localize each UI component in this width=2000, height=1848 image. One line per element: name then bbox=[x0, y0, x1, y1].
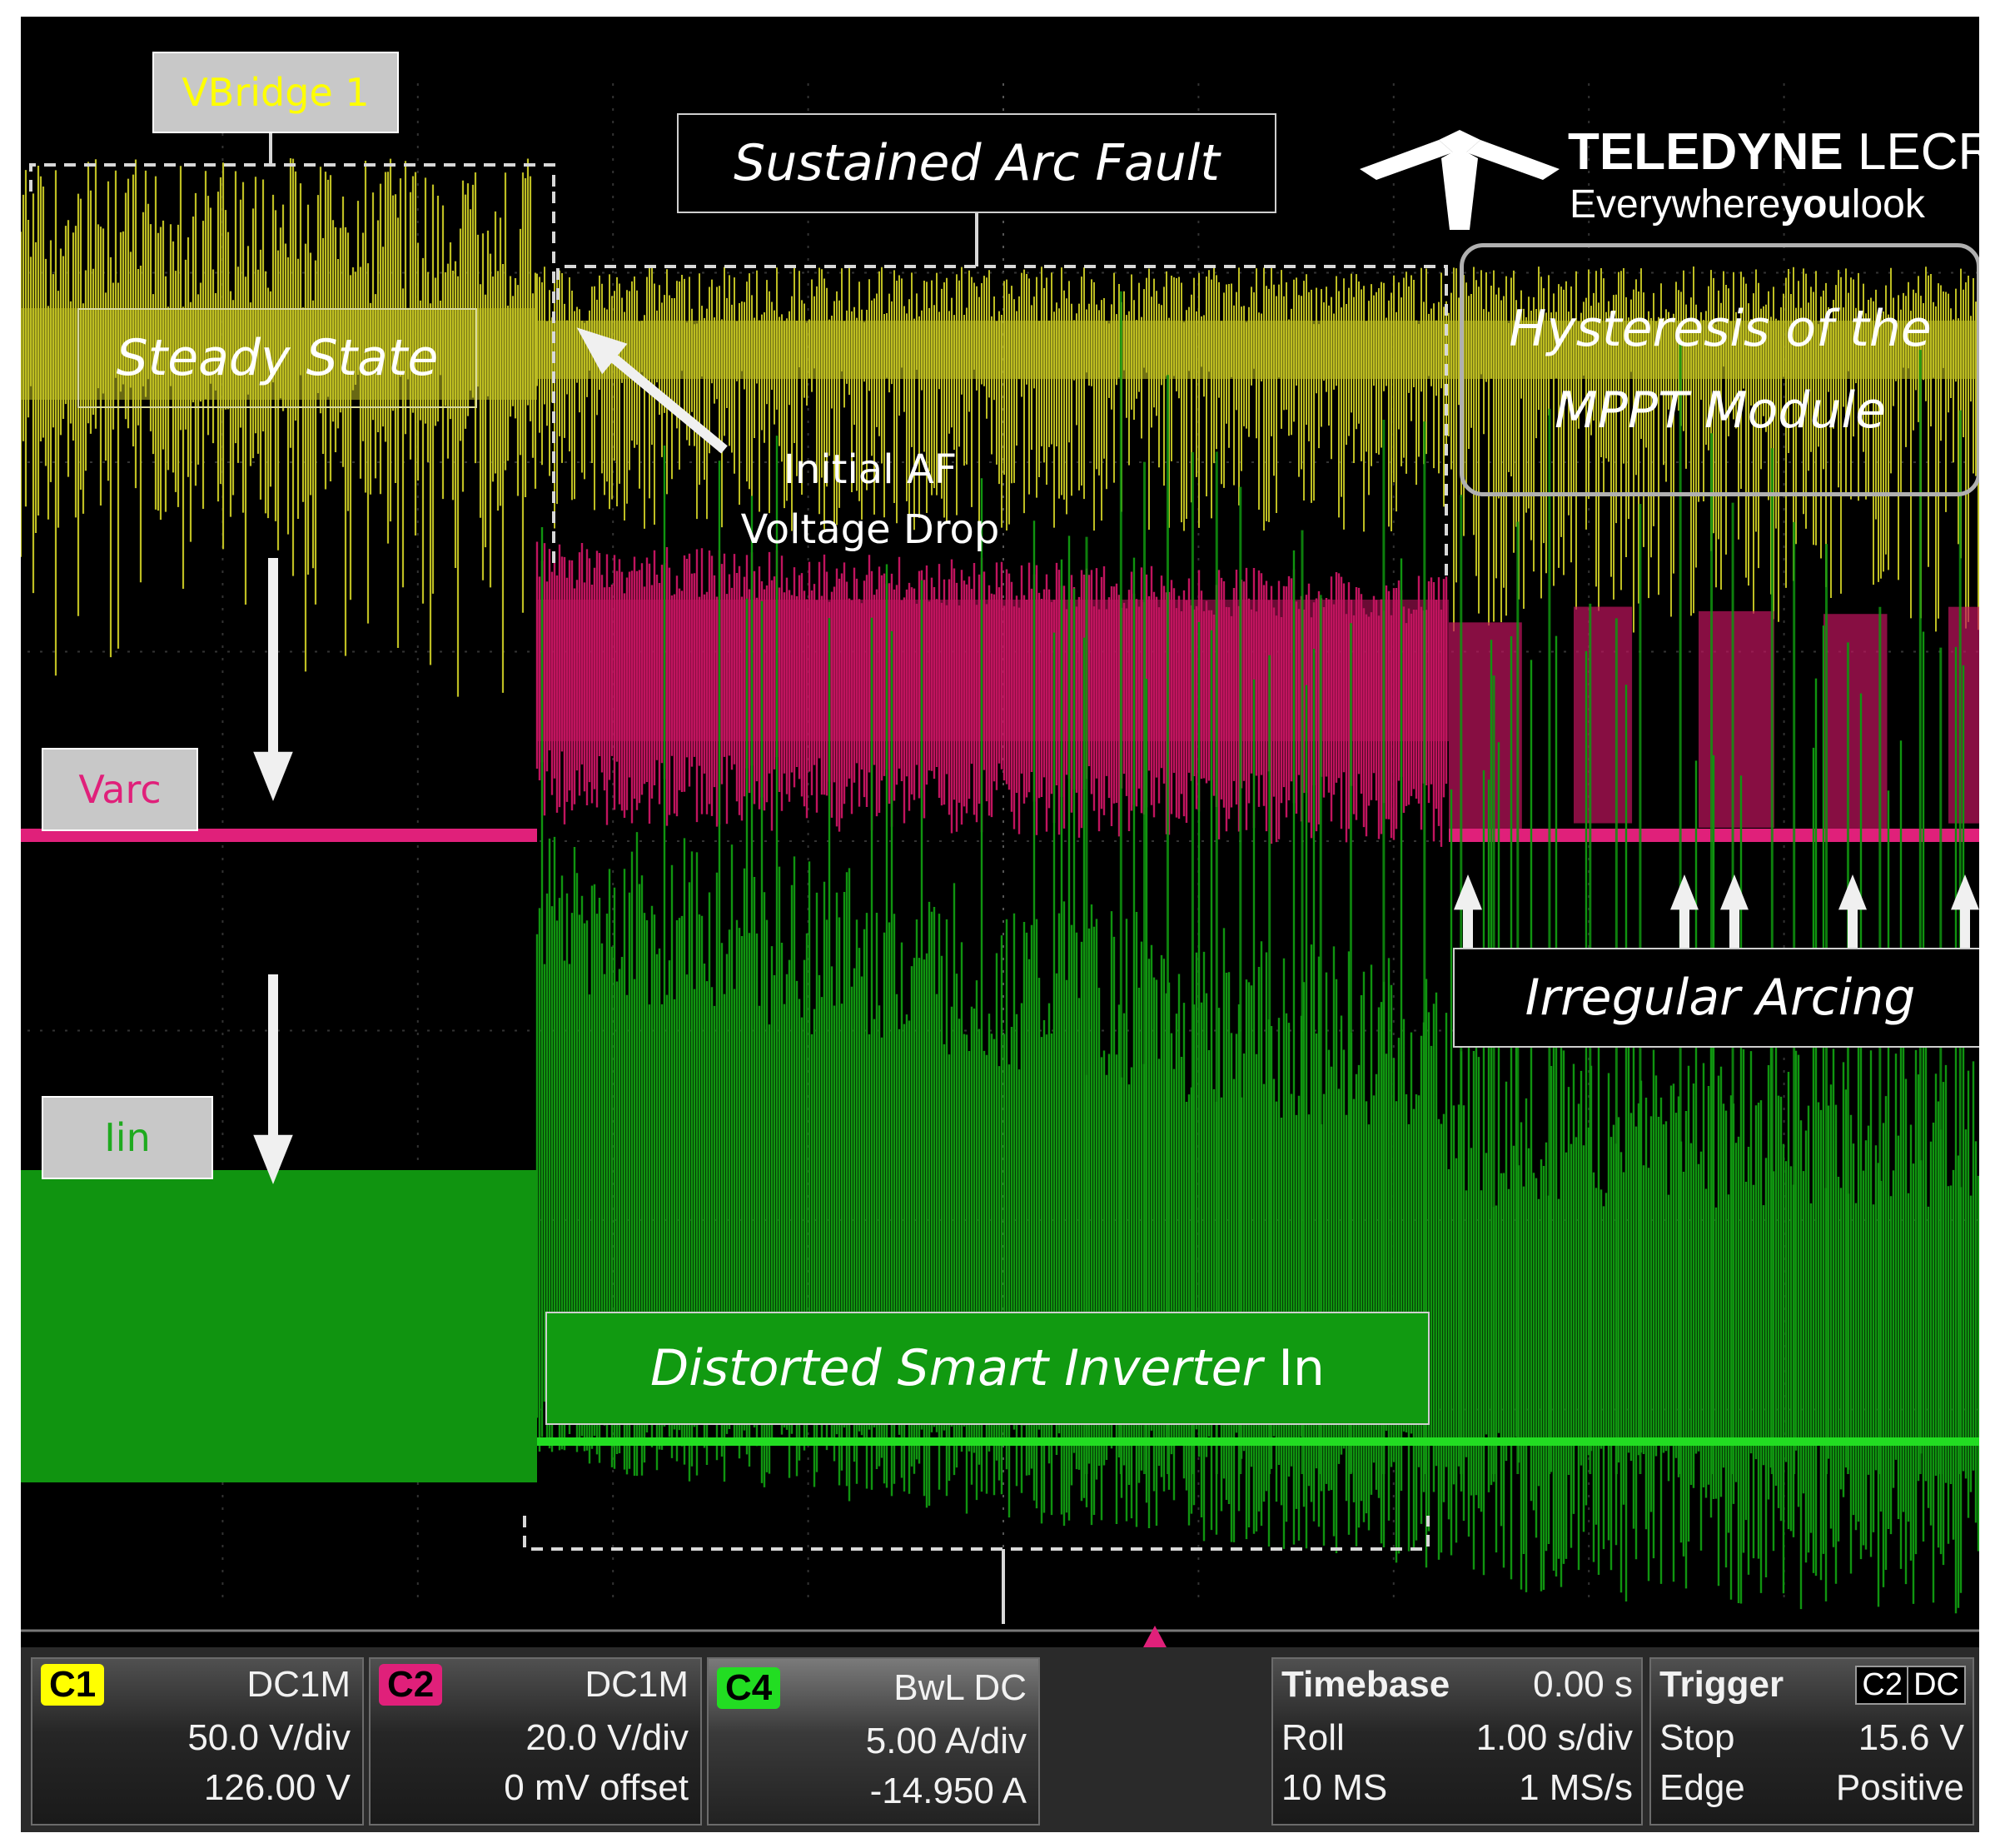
irregular-arcing-arrow-head bbox=[1670, 874, 1699, 910]
timebase-per-div: 1.00 s/div bbox=[1475, 1717, 1633, 1758]
trigger-descriptor[interactable]: Trigger C2 DC Stop 15.6 V Edge Positive bbox=[1649, 1657, 1974, 1826]
timebase-title: Timebase bbox=[1281, 1664, 1450, 1705]
vbridge-band-arc bbox=[537, 321, 1979, 379]
timebase-rate: 1 MS/s bbox=[1519, 1767, 1633, 1808]
irregular-arcing-arrow-head bbox=[1838, 874, 1867, 910]
irregular-arcing-arrow-head bbox=[1454, 874, 1482, 910]
c2-offset: 0 mV offset bbox=[504, 1767, 689, 1808]
distorted-italic-text: Distorted Smart Inverter bbox=[650, 1339, 1263, 1397]
vbridge-band-steady bbox=[21, 308, 537, 400]
varc-band-arc bbox=[537, 600, 1449, 741]
varc-channel-label: Varc bbox=[42, 748, 198, 831]
varc-down-arrow-head bbox=[253, 751, 293, 801]
channel-c2-descriptor[interactable]: C2 DC1M 20.0 V/div 0 mV offset bbox=[369, 1657, 702, 1826]
tagline-end: look bbox=[1851, 182, 1925, 227]
c4-badge: C4 bbox=[717, 1667, 781, 1709]
channel-c1-descriptor[interactable]: C1 DC1M 50.0 V/div 126.00 V bbox=[31, 1657, 364, 1826]
initial-af-line-2: Voltage Drop bbox=[740, 506, 1000, 553]
iin-down-arrow-head bbox=[253, 1134, 293, 1184]
initial-drop-arrow-shaft bbox=[600, 346, 728, 454]
iin-trace-steady bbox=[21, 1170, 537, 1482]
teledyne-lecroy-logo: TELEDYNE LECROY Everywhereyoulook bbox=[1360, 123, 1979, 248]
varc-irregular-burst bbox=[1823, 614, 1888, 831]
varc-trace-baseline bbox=[21, 829, 537, 842]
initial-af-line-1: Initial AF bbox=[783, 446, 958, 493]
brand-name: TELEDYNE LECROY bbox=[1568, 127, 1979, 178]
hysteresis-line-2: MPPT Module bbox=[1554, 381, 1887, 440]
c2-coupling: DC1M bbox=[585, 1664, 689, 1705]
trigger-title: Trigger bbox=[1659, 1664, 1784, 1705]
trigger-level: 15.6 V bbox=[1858, 1717, 1964, 1758]
control-panel: C1 DC1M 50.0 V/div 126.00 V C2 DC1M 20.0… bbox=[21, 1647, 1979, 1832]
iin-baseline-arc bbox=[537, 1437, 1979, 1446]
waveform-area bbox=[21, 83, 1979, 1647]
brand-name-light: LECROY bbox=[1857, 123, 1979, 181]
c4-offset: -14.950 A bbox=[869, 1771, 1027, 1811]
irregular-arcing-label: Irregular Arcing bbox=[1453, 948, 1979, 1048]
brand-name-bold: TELEDYNE bbox=[1568, 123, 1843, 181]
trigger-type: Edge bbox=[1659, 1767, 1745, 1808]
sustained-arc-bracket bbox=[556, 265, 1448, 583]
distorted-inverter-label: Distorted Smart Inverter In bbox=[545, 1312, 1430, 1425]
timebase-mode: Roll bbox=[1281, 1717, 1345, 1758]
vbridge-channel-label: VBridge 1 bbox=[152, 52, 399, 133]
brand-tagline: Everywhereyoulook bbox=[1570, 183, 1925, 227]
channel-c4-descriptor[interactable]: C4 BwL DC 5.00 A/div -14.950 A bbox=[707, 1657, 1040, 1826]
sustained-arc-fault-label: Sustained Arc Fault bbox=[677, 113, 1276, 213]
teledyne-emblem-icon bbox=[1360, 130, 1560, 230]
initial-drop-arrow-head bbox=[576, 327, 628, 375]
distorted-plain-text: In bbox=[1262, 1339, 1325, 1397]
c1-scale: 50.0 V/div bbox=[187, 1717, 351, 1758]
varc-irregular-burst bbox=[1699, 610, 1774, 828]
initial-af-voltage-drop-label: Initial AF Voltage Drop bbox=[729, 437, 1012, 562]
tagline-plain: Everywhere bbox=[1570, 182, 1781, 227]
trigger-slope: Positive bbox=[1835, 1767, 1964, 1808]
irregular-arcing-arrow-head bbox=[1720, 874, 1749, 910]
hysteresis-label: Hysteresis of the MPPT Module bbox=[1460, 243, 1979, 496]
c1-offset: 126.00 V bbox=[203, 1767, 351, 1808]
c4-scale: 5.00 A/div bbox=[865, 1721, 1027, 1761]
c4-coupling: BwL DC bbox=[893, 1667, 1027, 1708]
c1-badge: C1 bbox=[41, 1664, 105, 1706]
oscilloscope-display: VBridge 1 Varc Iin Steady State Sustaine… bbox=[21, 17, 1979, 1832]
iin-channel-label: Iin bbox=[42, 1096, 213, 1179]
trigger-position-marker bbox=[1143, 1626, 1167, 1647]
trigger-state: Stop bbox=[1659, 1717, 1735, 1758]
trigger-source: C2 bbox=[1855, 1666, 1909, 1705]
distorted-bracket bbox=[523, 1516, 1430, 1551]
varc-irregular-burst bbox=[1574, 606, 1633, 824]
steady-state-label: Steady State bbox=[77, 308, 477, 408]
trigger-coupling: DC bbox=[1907, 1666, 1966, 1705]
c2-scale: 20.0 V/div bbox=[525, 1717, 689, 1758]
c1-coupling: DC1M bbox=[246, 1664, 351, 1705]
timebase-descriptor[interactable]: Timebase 0.00 s Roll 1.00 s/div 10 MS 1 … bbox=[1271, 1657, 1643, 1826]
c2-badge: C2 bbox=[379, 1664, 443, 1706]
irregular-arcing-arrow-head bbox=[1951, 874, 1979, 910]
timebase-delay: 0.00 s bbox=[1533, 1664, 1633, 1705]
iin-trace-arc bbox=[535, 436, 1979, 1614]
hysteresis-line-1: Hysteresis of the bbox=[1509, 300, 1932, 358]
tagline-bold: you bbox=[1780, 182, 1852, 227]
steady-state-bracket bbox=[29, 163, 555, 192]
timebase-samples: 10 MS bbox=[1281, 1767, 1388, 1808]
